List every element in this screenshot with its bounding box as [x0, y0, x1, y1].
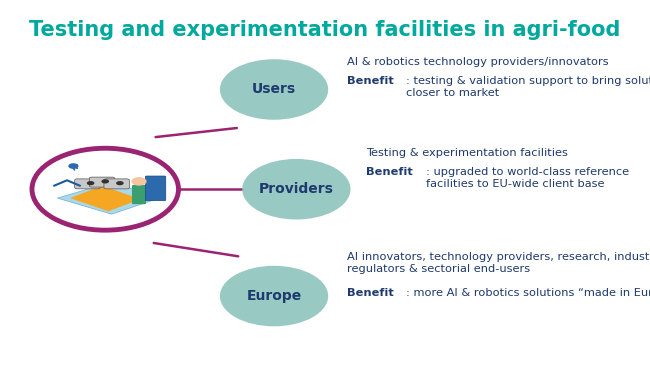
FancyBboxPatch shape [104, 179, 129, 189]
Circle shape [116, 181, 124, 185]
Polygon shape [57, 182, 159, 214]
Text: AI & robotics technology providers/innovators: AI & robotics technology providers/innov… [347, 58, 609, 68]
Circle shape [32, 148, 179, 230]
Text: Testing & experimentation facilities: Testing & experimentation facilities [367, 148, 568, 158]
Circle shape [86, 181, 94, 185]
Text: Benefit: Benefit [347, 289, 394, 298]
FancyBboxPatch shape [89, 177, 115, 187]
Text: AI innovators, technology providers, research, industry,
regulators & sectorial : AI innovators, technology providers, res… [347, 252, 650, 274]
Text: Benefit: Benefit [347, 76, 394, 86]
Circle shape [101, 179, 109, 184]
Text: Testing and experimentation facilities in agri-food: Testing and experimentation facilities i… [29, 20, 621, 40]
Text: Benefit: Benefit [367, 167, 413, 177]
FancyBboxPatch shape [132, 185, 146, 204]
Circle shape [220, 266, 328, 326]
Circle shape [242, 159, 350, 220]
Polygon shape [70, 186, 140, 211]
Text: : upgraded to world-class reference
facilities to EU-wide client base: : upgraded to world-class reference faci… [426, 167, 629, 189]
FancyBboxPatch shape [75, 179, 100, 189]
FancyBboxPatch shape [146, 176, 166, 201]
Circle shape [68, 163, 79, 169]
Text: Providers: Providers [259, 182, 333, 196]
Circle shape [220, 59, 328, 120]
Text: Europe: Europe [246, 289, 302, 303]
Circle shape [131, 177, 147, 186]
Text: : more AI & robotics solutions “made in Europe”: : more AI & robotics solutions “made in … [406, 289, 650, 298]
Text: Users: Users [252, 82, 296, 96]
Text: : testing & validation support to bring solution
closer to market: : testing & validation support to bring … [406, 76, 650, 98]
